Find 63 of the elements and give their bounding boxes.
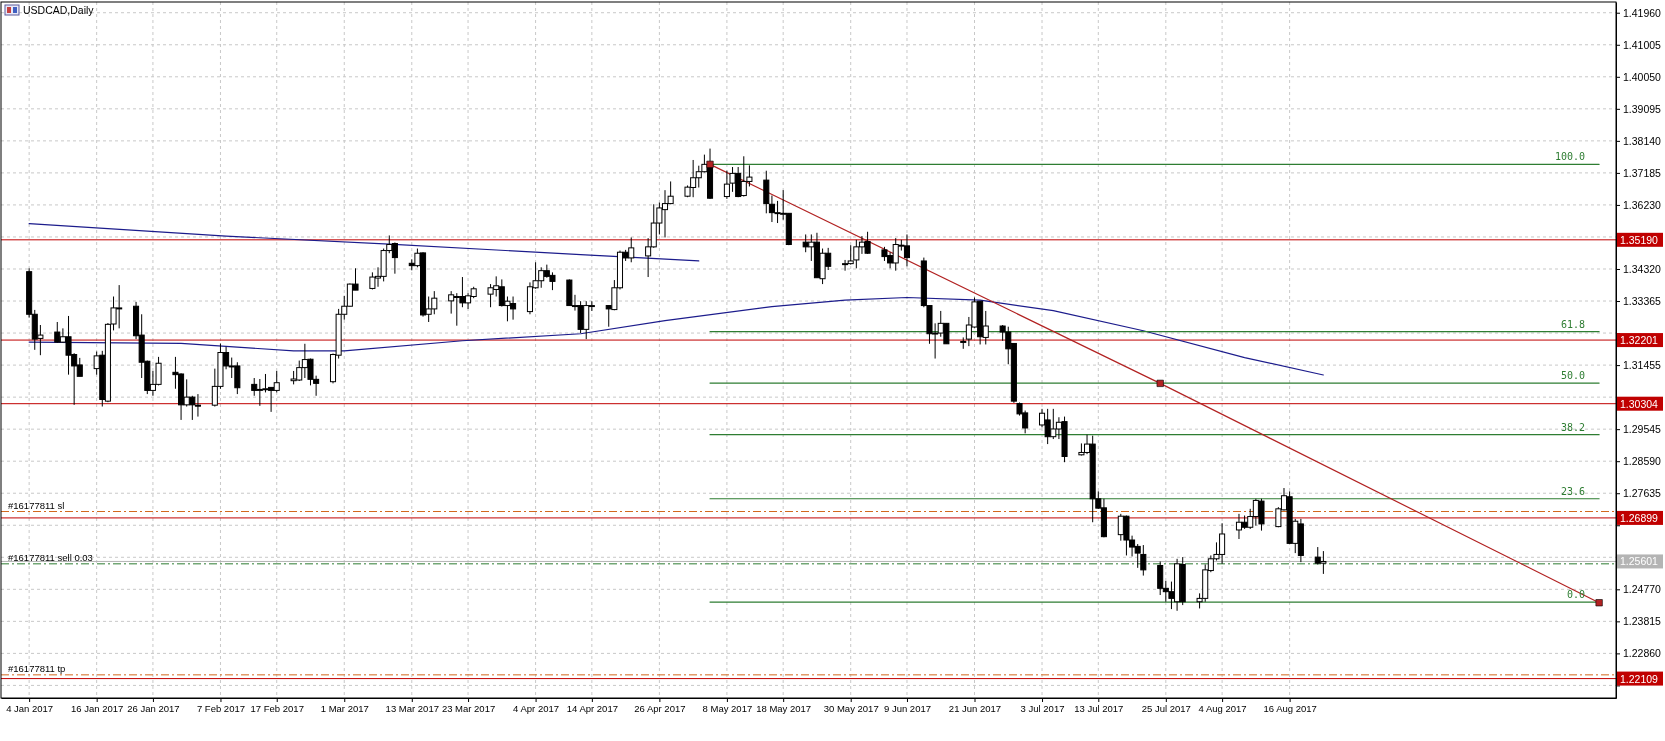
y-tick-label: 1.24770 [1623,583,1662,596]
point [1595,599,1603,607]
x-tick-label: 18 May 2017 [756,702,812,714]
candlestick [54,321,61,344]
x-tick-label: 1 Mar 2017 [320,702,369,714]
x-tick-label: 21 Jun 2017 [948,702,1002,714]
ref-line-label: 1.26899 [1620,511,1659,524]
x-tick-label: 16 Aug 2017 [1263,702,1317,714]
series-label: 61.8 [1561,318,1586,330]
ref-line-label: 1.22109 [1620,672,1659,685]
point [1156,379,1164,387]
y-tick-label: 1.28590 [1623,455,1662,468]
series-label: 50.0 [1561,370,1586,382]
ref-line-label: #16177811 tp [8,662,66,674]
candlestick [763,170,770,214]
y-tick-label: 1.29545 [1623,423,1662,436]
x-tick-label: 17 Feb 2017 [250,702,304,714]
y-tick-label: 1.39095 [1623,102,1662,115]
ref-line-label: #16177811 sl [8,499,65,511]
y-tick-label: 1.40050 [1623,70,1662,83]
y-tick-label: 1.37185 [1623,166,1662,179]
x-tick-label: 4 Aug 2017 [1198,702,1247,714]
ref-line-label: #16177811 sell 0.03 [8,551,93,563]
x-tick-label: 8 May 2017 [702,702,753,714]
x-tick-label: 4 Apr 2017 [513,702,560,714]
x-tick-label: 16 Jan 2017 [71,702,124,714]
y-tick-label: 1.41960 [1623,6,1662,19]
y-tick-label: 1.23815 [1623,615,1662,628]
y-tick-label: 1.38140 [1623,134,1662,147]
x-tick-label: 3 Jul 2017 [1020,702,1065,714]
x-tick-label: 25 Jul 2017 [1141,702,1191,714]
y-tick-label: 1.33365 [1623,294,1662,307]
candlestick [448,290,455,315]
x-tick-label: 4 Jan 2017 [6,702,54,714]
series-label: 38.2 [1561,421,1586,433]
series-label: 0.0 [1567,589,1586,601]
y-tick-label: 1.41005 [1623,38,1662,51]
x-tick-label: 26 Jan 2017 [127,702,180,714]
point [706,160,714,168]
x-tick-label: 23 Mar 2017 [441,702,496,714]
y-tick-label: 1.34320 [1623,262,1662,275]
series-label: 23.6 [1561,485,1586,497]
ref-line-label: 1.30304 [1620,397,1659,410]
y-tick-label: 1.27635 [1623,487,1662,500]
chart-title: USDCAD,Daily [23,4,95,16]
ref-line-label: 1.35190 [1620,233,1659,246]
y-tick-label: 1.36230 [1623,198,1662,211]
x-tick-label: 9 Jun 2017 [883,702,931,714]
series-label: 100.0 [1555,151,1586,163]
ref-line-label: 1.32201 [1620,334,1659,347]
x-tick-label: 13 Mar 2017 [385,702,439,714]
line-series [28,296,1324,376]
y-tick-label: 1.22860 [1623,647,1662,660]
line-series [28,223,700,262]
x-tick-label: 14 Apr 2017 [566,702,618,714]
x-tick-label: 7 Feb 2017 [196,702,245,714]
x-tick-label: 26 Apr 2017 [634,702,686,714]
candlestick [1235,513,1243,540]
ref-line-label: 1.25601 [1620,555,1659,568]
candlestick [960,336,967,350]
x-tick-label: 13 Jul 2017 [1074,702,1124,714]
x-tick-label: 30 May 2017 [823,702,879,714]
y-tick-label: 1.31455 [1623,358,1662,371]
